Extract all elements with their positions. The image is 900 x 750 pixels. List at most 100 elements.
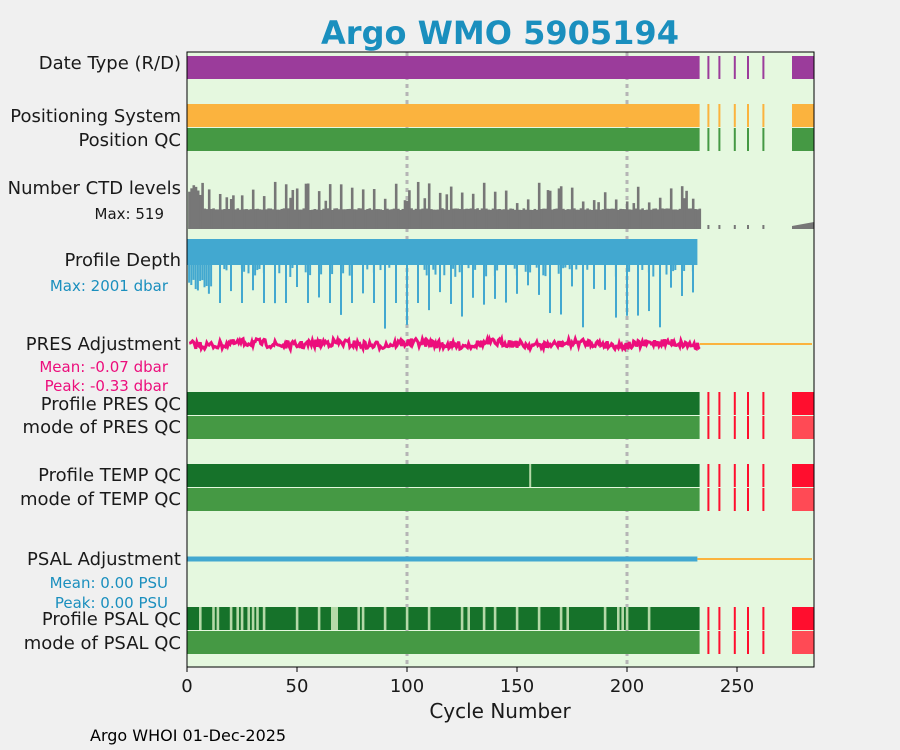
position-qc-band (187, 128, 700, 151)
ctd-levels-bar (531, 210, 534, 229)
profile-psal-qc-gap (405, 607, 409, 630)
ctd-levels-bar (469, 208, 473, 229)
profile-depth-bar (366, 265, 369, 270)
profile-depth-deep-bar (274, 265, 276, 304)
profile-depth-deep-bar (494, 265, 496, 299)
profile-depth-deep-bar (219, 265, 221, 303)
ctd-levels-bar (557, 188, 561, 229)
ctd-levels-bar (577, 209, 581, 229)
psal-adjustment-peak: Peak: 0.00 PSU (55, 594, 168, 612)
x-axis: 0 50 100 150 200 250 (181, 667, 754, 697)
ctd-levels-bar (192, 185, 196, 229)
ctd-levels-bar (260, 209, 264, 229)
ctd-levels-bar (408, 190, 411, 229)
ctd-levels-bar (553, 208, 556, 229)
ctd-levels-bar (652, 208, 655, 229)
ctd-levels-bar (509, 208, 512, 229)
ctd-levels-bar (212, 208, 215, 229)
profile-depth-deep-bar (538, 265, 540, 295)
profile-depth-deep-bar (560, 265, 562, 315)
ctd-levels-bar (691, 198, 695, 229)
ctd-levels-bar (271, 209, 275, 229)
profile-depth-deep-bar (571, 265, 573, 287)
ctd-levels-bar (478, 209, 482, 229)
ctd-levels-bar (355, 209, 358, 229)
ctd-levels-bar (507, 209, 510, 229)
profile-depth-bar (348, 265, 351, 276)
ctd-levels-bar (674, 209, 677, 229)
x-tick-label: 250 (720, 676, 754, 697)
profile-depth-deep-bar (461, 265, 463, 317)
ctd-levels-bar (588, 209, 592, 229)
ctd-levels-bar (581, 201, 585, 229)
ctd-levels-bar (555, 208, 559, 229)
profile-depth-bar (225, 265, 228, 271)
profile-depth-bar (529, 265, 532, 273)
profile-depth-bar (568, 265, 571, 270)
ctd-levels-bar (689, 208, 693, 229)
ctd-levels-bar (348, 208, 352, 229)
ctd-levels-bar (245, 209, 248, 229)
ctd-levels-bar (676, 209, 680, 229)
profile-psal-qc-gap (566, 607, 569, 630)
ctd-levels-bar (300, 209, 303, 229)
ctd-levels-bar (762, 225, 765, 229)
date-type-band (187, 56, 700, 79)
profile-depth-bar (434, 265, 437, 275)
ctd-levels-bar (366, 209, 369, 229)
ctd-levels-bar (566, 209, 570, 229)
x-tick-label: 200 (610, 676, 644, 697)
profile-depth-bar (544, 265, 547, 277)
ctd-levels-bar (344, 209, 347, 229)
profile-depth-deep-bar (659, 265, 661, 328)
plot-background (187, 52, 814, 667)
ctd-levels-bar (322, 208, 325, 229)
profile-depth-bar (331, 265, 334, 275)
ctd-levels-bar (500, 209, 504, 229)
ctd-levels-bar (586, 208, 589, 229)
profile-psal-qc-gap (333, 607, 336, 630)
ctd-levels-bar (320, 209, 323, 229)
profile-depth-deep-bar (604, 265, 606, 290)
profile-depth-bar (188, 265, 191, 283)
ctd-levels-bar (379, 209, 383, 229)
ctd-levels-bar (575, 209, 578, 229)
profile-depth-deep-bar (670, 265, 672, 288)
profile-depth-bar (672, 265, 675, 272)
row-label-profile-temp-qc: Profile TEMP QC (38, 465, 181, 486)
ctd-levels-bar (595, 209, 598, 229)
profile-temp-qc-gap (529, 464, 532, 487)
profile-depth-bar (423, 265, 426, 270)
ctd-levels-bar (601, 209, 605, 229)
ctd-levels-bar (610, 208, 614, 229)
ctd-levels-bar (372, 189, 376, 229)
ctd-levels-bar (276, 209, 279, 229)
profile-pres-qc-tail (792, 392, 814, 415)
profile-depth-bar (199, 265, 202, 281)
row-label-mode-pres-qc: mode of PRES QC (23, 417, 181, 438)
profile-psal-qc-tail (792, 607, 814, 630)
profile-depth-deep-bar (384, 265, 386, 329)
ctd-levels-bar (733, 225, 736, 229)
ctd-levels-bar (639, 209, 642, 229)
ctd-levels-bar (269, 208, 273, 229)
ctd-levels-bar (535, 209, 539, 229)
ctd-levels-bar (280, 208, 284, 229)
ctd-levels-bar (234, 209, 237, 229)
profile-depth-deep-bar (406, 265, 408, 325)
ctd-levels-bar (661, 208, 664, 229)
ctd-levels-bar (493, 191, 497, 229)
row-label-position-qc: Position QC (78, 130, 181, 151)
profile-psal-qc-gap (460, 607, 464, 630)
ctd-levels-bar (643, 210, 647, 229)
ctd-levels-bar (573, 208, 576, 229)
ctd-levels-bar (524, 209, 528, 229)
profile-depth-bar (289, 265, 292, 277)
footer-credit: Argo WHOI 01-Dec-2025 (90, 726, 286, 745)
profile-depth-deep-bar (681, 265, 683, 296)
ctd-levels-bar (696, 209, 699, 229)
profile-psal-qc-gap (482, 607, 486, 630)
ctd-levels-bar (518, 209, 521, 229)
ctd-levels-bar (326, 208, 330, 229)
ctd-levels-bar (513, 209, 517, 229)
